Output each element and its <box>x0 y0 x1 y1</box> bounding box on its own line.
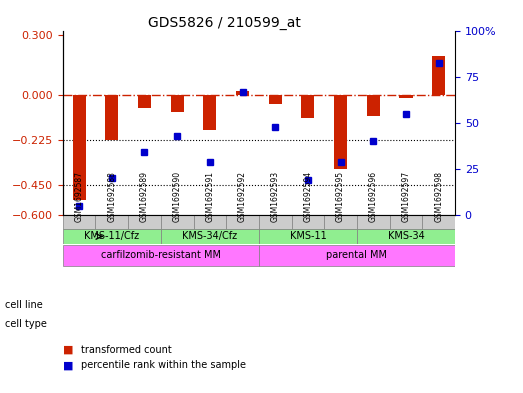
Text: transformed count: transformed count <box>81 345 172 355</box>
Text: KMS-11/Cfz: KMS-11/Cfz <box>84 231 139 241</box>
FancyBboxPatch shape <box>259 229 357 244</box>
Bar <box>334 95 347 169</box>
Text: GSM1692593: GSM1692593 <box>271 171 280 222</box>
Bar <box>236 91 249 95</box>
Bar <box>432 56 445 95</box>
Text: GSM1692594: GSM1692594 <box>303 171 312 222</box>
FancyBboxPatch shape <box>63 245 259 266</box>
Text: GSM1692597: GSM1692597 <box>402 171 411 222</box>
Text: GSM1692598: GSM1692598 <box>434 171 443 222</box>
FancyBboxPatch shape <box>95 215 128 229</box>
Bar <box>203 95 217 130</box>
Bar <box>105 95 118 140</box>
FancyBboxPatch shape <box>194 215 226 229</box>
Text: cell line: cell line <box>5 299 43 310</box>
Bar <box>400 95 413 97</box>
Text: GSM1692595: GSM1692595 <box>336 171 345 222</box>
Bar <box>301 95 314 118</box>
FancyBboxPatch shape <box>357 215 390 229</box>
FancyBboxPatch shape <box>423 215 455 229</box>
Bar <box>367 95 380 116</box>
Text: GSM1692587: GSM1692587 <box>75 171 84 222</box>
FancyBboxPatch shape <box>63 215 95 229</box>
Bar <box>73 95 86 200</box>
Text: cell type: cell type <box>5 319 47 329</box>
FancyBboxPatch shape <box>128 215 161 229</box>
Text: GSM1692596: GSM1692596 <box>369 171 378 222</box>
Text: KMS-11: KMS-11 <box>290 231 326 241</box>
Text: GSM1692588: GSM1692588 <box>107 171 116 222</box>
Text: GSM1692592: GSM1692592 <box>238 171 247 222</box>
Text: GDS5826 / 210599_at: GDS5826 / 210599_at <box>149 16 301 30</box>
Bar <box>138 95 151 108</box>
FancyBboxPatch shape <box>357 229 455 244</box>
Text: GSM1692591: GSM1692591 <box>206 171 214 222</box>
Text: parental MM: parental MM <box>326 250 388 261</box>
FancyBboxPatch shape <box>63 229 161 244</box>
FancyBboxPatch shape <box>226 215 259 229</box>
FancyBboxPatch shape <box>390 215 423 229</box>
Bar <box>170 95 184 112</box>
FancyBboxPatch shape <box>292 215 324 229</box>
Text: GSM1692590: GSM1692590 <box>173 171 181 222</box>
Text: ■: ■ <box>63 360 73 371</box>
FancyBboxPatch shape <box>161 215 194 229</box>
FancyBboxPatch shape <box>259 245 455 266</box>
FancyBboxPatch shape <box>259 215 292 229</box>
Text: KMS-34: KMS-34 <box>388 231 424 241</box>
FancyBboxPatch shape <box>161 229 259 244</box>
FancyBboxPatch shape <box>324 215 357 229</box>
Text: KMS-34/Cfz: KMS-34/Cfz <box>183 231 237 241</box>
Bar <box>269 95 282 104</box>
Text: carfilzomib-resistant MM: carfilzomib-resistant MM <box>101 250 221 261</box>
Text: percentile rank within the sample: percentile rank within the sample <box>81 360 246 371</box>
Text: ■: ■ <box>63 345 73 355</box>
Text: GSM1692589: GSM1692589 <box>140 171 149 222</box>
